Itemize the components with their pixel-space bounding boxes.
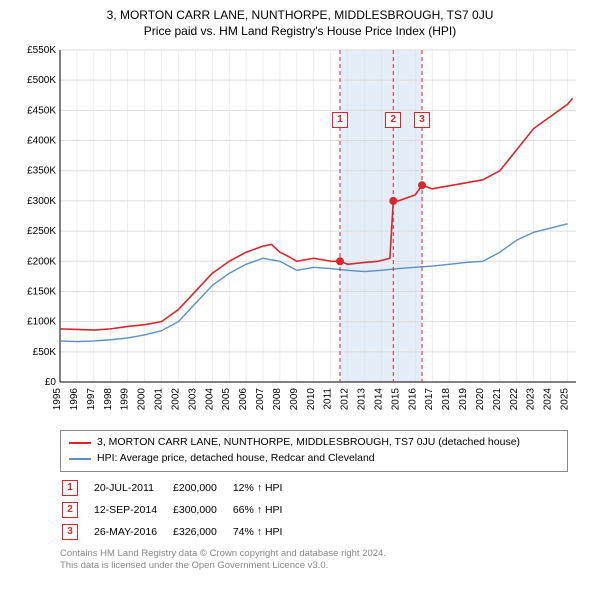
svg-text:2022: 2022 bbox=[509, 388, 520, 411]
svg-text:2018: 2018 bbox=[441, 388, 452, 411]
svg-text:£550K: £550K bbox=[27, 45, 56, 56]
svg-text:2008: 2008 bbox=[272, 388, 283, 411]
svg-text:1995: 1995 bbox=[52, 388, 63, 411]
svg-text:2007: 2007 bbox=[255, 388, 266, 411]
svg-text:1996: 1996 bbox=[69, 388, 80, 411]
chart-marker-callout: 3 bbox=[414, 112, 430, 128]
svg-text:2016: 2016 bbox=[407, 388, 418, 411]
line-chart-svg: £0 £50K £100K £150K £200K £250K £300K £350K £400… bbox=[12, 44, 588, 424]
svg-text:2010: 2010 bbox=[306, 388, 317, 411]
svg-text:£150K: £150K bbox=[27, 286, 56, 297]
marker-row: 1 20-JUL-2011£200,00012% ↑ HPI bbox=[62, 478, 296, 498]
footer-attribution: Contains HM Land Registry data © Crown c… bbox=[60, 548, 568, 573]
svg-text:2020: 2020 bbox=[475, 388, 486, 411]
marker-price: £300,000 bbox=[173, 500, 231, 520]
chart-area: £0 £50K £100K £150K £200K £250K £300K £350K £400… bbox=[12, 44, 588, 424]
marker-price: £326,000 bbox=[173, 522, 231, 542]
marker-price: £200,000 bbox=[173, 478, 231, 498]
marker-row: 2 12-SEP-2014£300,00066% ↑ HPI bbox=[62, 500, 296, 520]
legend-label-hpi: HPI: Average price, detached house, Redc… bbox=[97, 451, 375, 467]
chart-container: 3, MORTON CARR LANE, NUNTHORPE, MIDDLESB… bbox=[0, 0, 600, 578]
svg-text:2011: 2011 bbox=[323, 388, 334, 410]
footer-line1: Contains HM Land Registry data © Crown c… bbox=[60, 548, 568, 560]
svg-text:2012: 2012 bbox=[340, 388, 351, 411]
sale-marker-table: 1 20-JUL-2011£200,00012% ↑ HPI 2 12-SEP-201… bbox=[60, 476, 298, 544]
marker-row: 3 26-MAY-2016£326,00074% ↑ HPI bbox=[62, 522, 296, 542]
svg-text:1998: 1998 bbox=[103, 388, 114, 411]
svg-text:1997: 1997 bbox=[86, 388, 97, 411]
svg-text:£0: £0 bbox=[45, 377, 57, 388]
svg-text:2003: 2003 bbox=[187, 388, 198, 411]
svg-text:£400K: £400K bbox=[27, 136, 56, 147]
chart-title-line2: Price paid vs. HM Land Registry's House … bbox=[12, 24, 588, 38]
svg-text:2005: 2005 bbox=[221, 388, 232, 411]
svg-text:£500K: £500K bbox=[27, 75, 56, 86]
legend-row-hpi: HPI: Average price, detached house, Redc… bbox=[69, 451, 559, 467]
svg-text:2006: 2006 bbox=[238, 388, 249, 411]
chart-marker-callout: 2 bbox=[385, 112, 401, 128]
svg-text:2017: 2017 bbox=[424, 388, 435, 411]
marker-date: 12-SEP-2014 bbox=[94, 500, 171, 520]
svg-text:2024: 2024 bbox=[543, 388, 554, 411]
svg-text:2009: 2009 bbox=[289, 388, 300, 411]
legend-swatch-hpi bbox=[69, 458, 91, 460]
svg-text:1999: 1999 bbox=[120, 388, 131, 411]
svg-text:2014: 2014 bbox=[373, 388, 384, 411]
chart-title-line1: 3, MORTON CARR LANE, NUNTHORPE, MIDDLESB… bbox=[12, 8, 588, 22]
svg-text:£300K: £300K bbox=[27, 196, 56, 207]
svg-text:2002: 2002 bbox=[170, 388, 181, 411]
legend: 3, MORTON CARR LANE, NUNTHORPE, MIDDLESB… bbox=[60, 430, 568, 472]
marker-badge: 3 bbox=[62, 524, 78, 540]
marker-badge: 2 bbox=[62, 502, 78, 518]
svg-text:£350K: £350K bbox=[27, 166, 56, 177]
marker-badge: 1 bbox=[62, 480, 78, 496]
chart-marker-callout: 1 bbox=[332, 112, 348, 128]
footer-line2: This data is licensed under the Open Gov… bbox=[60, 560, 568, 572]
svg-text:2021: 2021 bbox=[492, 388, 503, 411]
svg-text:2025: 2025 bbox=[560, 388, 571, 411]
svg-text:2023: 2023 bbox=[526, 388, 537, 411]
legend-swatch-property bbox=[69, 442, 91, 444]
marker-date: 26-MAY-2016 bbox=[94, 522, 171, 542]
legend-row-property: 3, MORTON CARR LANE, NUNTHORPE, MIDDLESB… bbox=[69, 435, 559, 451]
svg-text:2001: 2001 bbox=[154, 388, 165, 411]
svg-text:2004: 2004 bbox=[204, 388, 215, 411]
svg-text:2000: 2000 bbox=[137, 388, 148, 411]
svg-text:2019: 2019 bbox=[458, 388, 469, 411]
marker-delta: 66% ↑ HPI bbox=[233, 500, 297, 520]
svg-text:2013: 2013 bbox=[357, 388, 368, 411]
svg-text:£450K: £450K bbox=[27, 105, 56, 116]
marker-delta: 12% ↑ HPI bbox=[233, 478, 297, 498]
svg-text:2015: 2015 bbox=[390, 388, 401, 411]
svg-text:£200K: £200K bbox=[27, 256, 56, 267]
svg-text:£250K: £250K bbox=[27, 226, 56, 237]
marker-date: 20-JUL-2011 bbox=[94, 478, 171, 498]
marker-delta: 74% ↑ HPI bbox=[233, 522, 297, 542]
svg-text:£50K: £50K bbox=[33, 347, 57, 358]
svg-text:£100K: £100K bbox=[27, 317, 56, 328]
legend-label-property: 3, MORTON CARR LANE, NUNTHORPE, MIDDLESB… bbox=[97, 435, 520, 451]
